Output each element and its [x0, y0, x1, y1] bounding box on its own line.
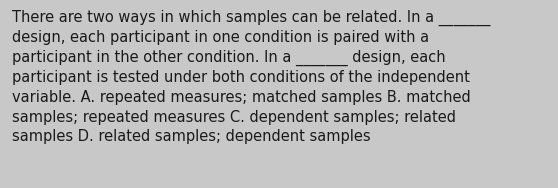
- Text: There are two ways in which samples can be related. In a _______
design, each pa: There are two ways in which samples can …: [12, 9, 490, 144]
